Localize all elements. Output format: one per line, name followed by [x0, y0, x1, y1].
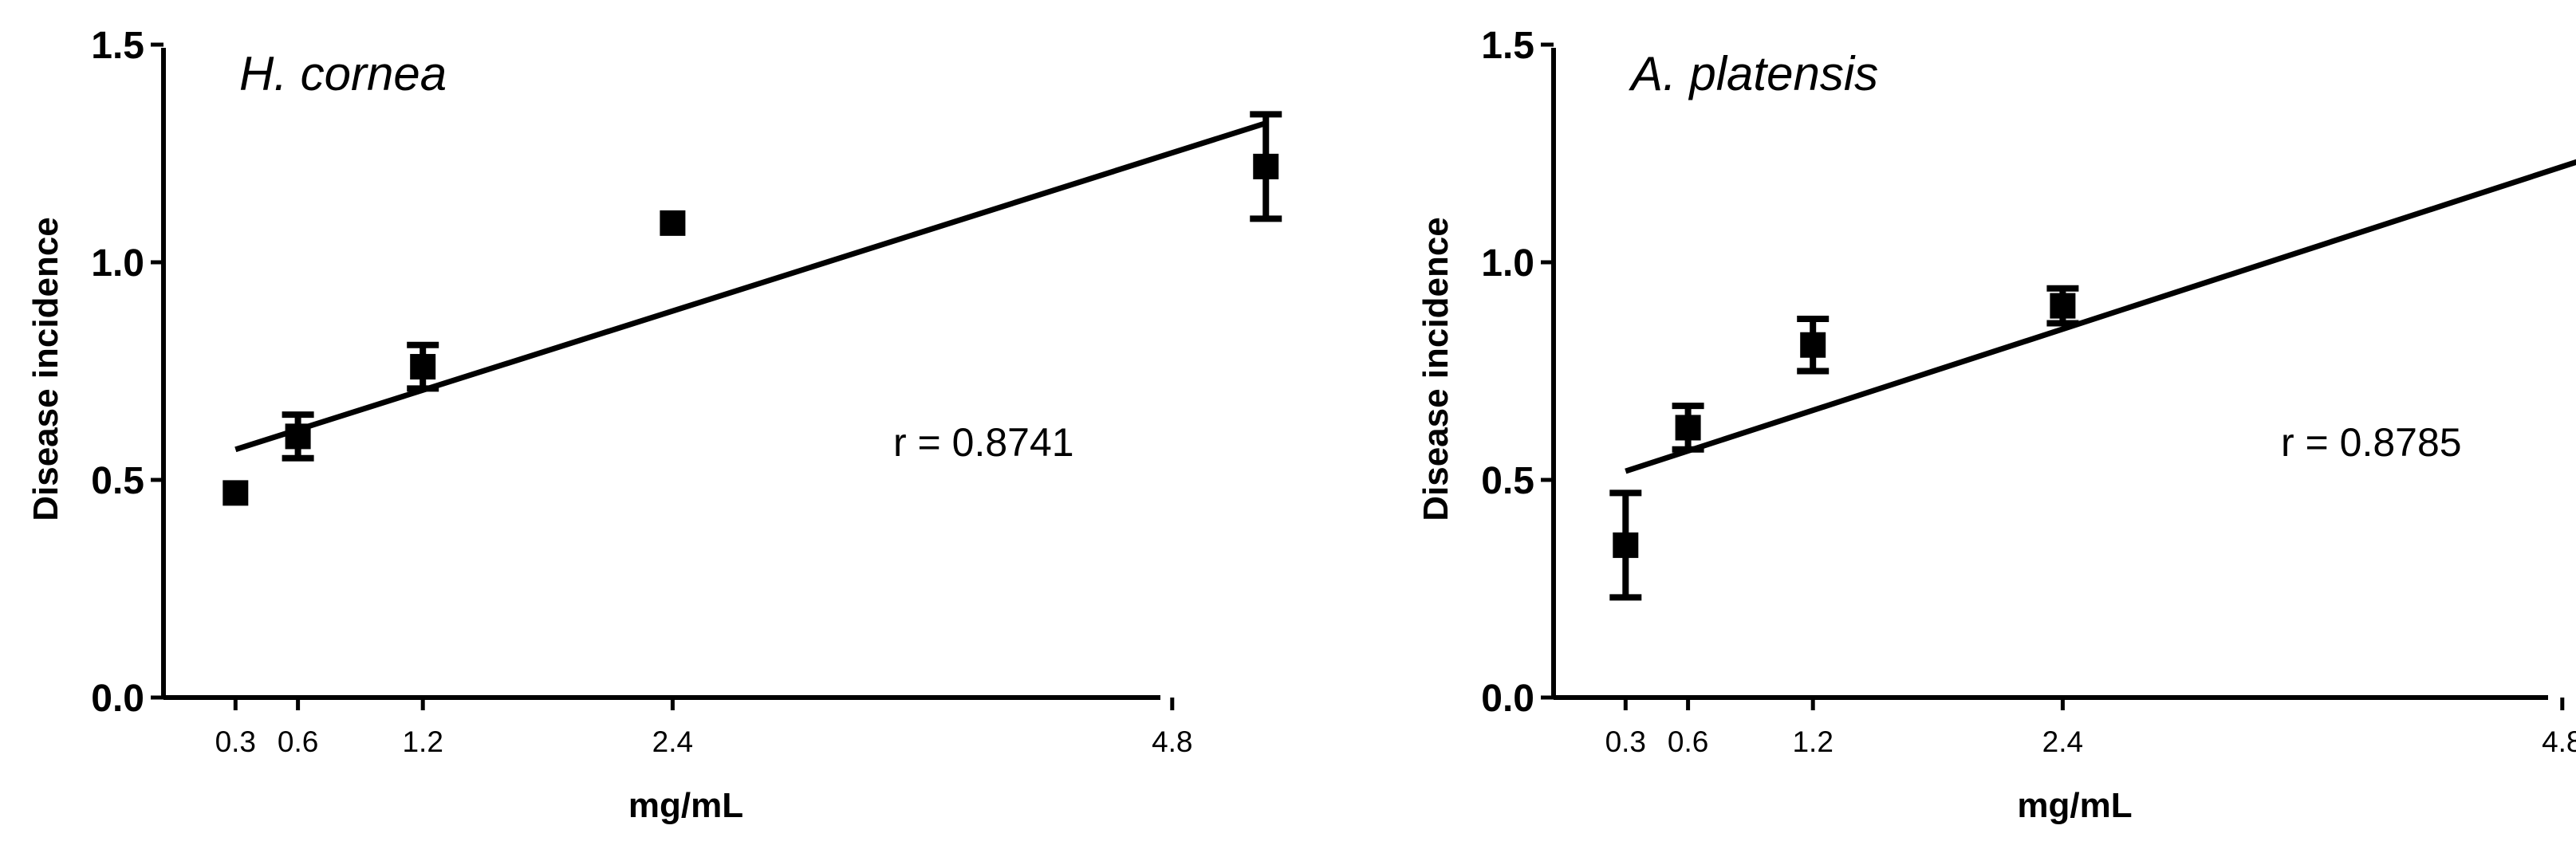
x-tick-label: 0.6 [1668, 725, 1708, 758]
y-tick-label: 0.5 [91, 460, 144, 502]
correlation-annotation: r = 0.8741 [893, 420, 1074, 465]
x-tick-label: 2.4 [652, 725, 693, 758]
regression-line [234, 120, 1267, 453]
y-axis-label: Disease incidence [1416, 217, 1455, 521]
chart-panel-h-cornea: H. cornea r = 0.8741 0.0 0.5 1.0 1.5 0.3 0.6 1… [26, 25, 1282, 825]
data-point [1675, 415, 1701, 441]
y-tick-label: 1.5 [1481, 25, 1534, 67]
x-tick-label: 4.8 [2542, 725, 2576, 758]
data-point [285, 423, 311, 450]
x-axis-label: mg/mL [628, 786, 743, 825]
x-tick-label: 4.8 [1152, 725, 1192, 758]
data-point [1613, 532, 1639, 558]
x-tick-label: 0.3 [215, 725, 256, 758]
y-tick-label: 1.5 [91, 25, 144, 67]
x-axis-label: mg/mL [2017, 786, 2132, 825]
chart-title: H. cornea [239, 47, 447, 100]
data-point [660, 210, 686, 236]
y-tick-label: 0.5 [1481, 460, 1534, 502]
chart-title: A. platensis [1629, 47, 1878, 100]
x-tick-label: 1.2 [1792, 725, 1833, 758]
chart-panel-a-platensis: A. platensis r = 0.8785 0.0 0.5 1.0 1.5 0.3 0… [1416, 25, 2576, 825]
data-point [223, 480, 249, 506]
x-tick-label: 1.2 [402, 725, 443, 758]
x-tick-label: 2.4 [2042, 725, 2083, 758]
data-point [1800, 332, 1826, 358]
y-tick-label: 1.0 [1481, 242, 1534, 285]
x-tick-label: 0.6 [278, 725, 318, 758]
correlation-annotation: r = 0.8785 [2281, 420, 2462, 465]
y-axis-label: Disease incidence [26, 217, 65, 521]
x-tick-label: 0.3 [1605, 725, 1646, 758]
data-point [410, 354, 436, 380]
y-tick-label: 0.0 [1481, 678, 1534, 720]
data-point [1253, 153, 1279, 179]
regression-line [1625, 159, 2576, 474]
data-point [2050, 293, 2076, 319]
y-tick-label: 1.0 [91, 242, 144, 285]
y-tick-label: 0.0 [91, 678, 144, 720]
